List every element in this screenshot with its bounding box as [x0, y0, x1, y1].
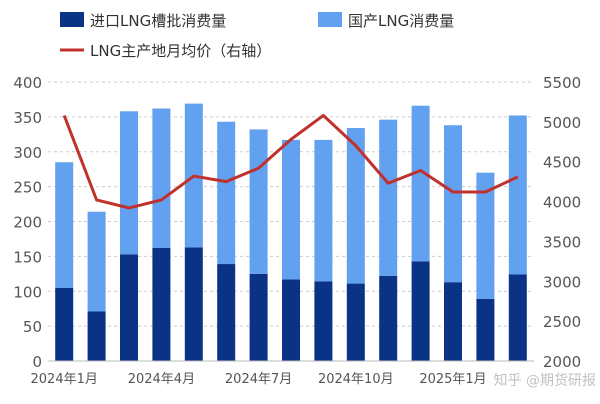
y-right-tick-label: 2000 — [543, 353, 581, 371]
y-left-tick-label: 300 — [13, 144, 42, 162]
bar-domestic — [87, 211, 106, 312]
y-right-tick-label: 5000 — [543, 114, 581, 132]
bar-domestic — [379, 119, 398, 276]
bar-import — [346, 283, 365, 361]
y-left-tick-label: 150 — [13, 248, 42, 266]
bar-import — [379, 275, 398, 361]
bar-import — [444, 282, 462, 361]
price-line-path — [62, 113, 519, 210]
bar-domestic — [444, 125, 462, 283]
legend: 进口LNG槽批消费量 国产LNG消费量 LNG主产地月均价（右轴） — [60, 12, 454, 60]
bar-domestic — [411, 105, 430, 262]
bar-import — [314, 281, 333, 361]
bar-domestic — [120, 111, 138, 255]
price-line — [62, 113, 519, 210]
legend-label: 国产LNG消费量 — [348, 12, 454, 30]
y-left-tick-label: 350 — [13, 109, 42, 127]
bar-domestic — [508, 115, 527, 275]
y-right-tick-label: 3500 — [543, 233, 581, 251]
y-right-tick-label: 5500 — [543, 74, 581, 92]
y-left-tick-label: 100 — [13, 283, 42, 301]
watermark: 知乎 @期货研报 — [494, 372, 596, 389]
bar-import — [87, 311, 106, 361]
x-tick-label: 2025年1月 — [419, 372, 486, 387]
bar-import — [508, 274, 527, 361]
x-tick-label: 2024年7月 — [225, 372, 292, 387]
bar-domestic — [476, 172, 495, 299]
bar-import — [476, 298, 495, 361]
legend-label: LNG主产地月均价（右轴） — [90, 42, 271, 60]
y-left-tick-label: 400 — [13, 74, 42, 92]
x-tick-label: 2024年4月 — [128, 372, 195, 387]
bar-import — [120, 254, 138, 361]
axes: 0 50 100 150 200 250 300 350 400 2000 2500 3000 3500… — [13, 74, 581, 387]
bar-domestic — [314, 139, 333, 282]
bar-import — [282, 279, 300, 361]
bar-domestic — [249, 129, 268, 274]
bar-domestic — [217, 121, 236, 265]
y-right-tick-label: 3000 — [543, 273, 581, 291]
bar-domestic — [152, 108, 171, 249]
y-left-tick-label: 50 — [23, 318, 42, 336]
bar-import — [249, 273, 268, 361]
y-left-tick-label: 200 — [13, 214, 42, 232]
bar-domestic — [282, 139, 300, 280]
x-tick-label: 2024年1月 — [31, 372, 98, 387]
legend-label: 进口LNG槽批消费量 — [90, 12, 226, 30]
bar-import — [184, 247, 203, 361]
y-left-tick-label: 0 — [32, 353, 42, 371]
bar-import — [152, 248, 171, 361]
bars — [55, 103, 527, 361]
legend-swatch — [60, 12, 84, 27]
bar-domestic — [346, 128, 365, 284]
bar-import — [217, 264, 236, 361]
y-right-tick-label: 4500 — [543, 154, 581, 172]
bar-domestic — [55, 162, 74, 288]
y-right-tick-label: 4000 — [543, 194, 581, 212]
bar-import — [55, 287, 74, 361]
legend-swatch — [318, 12, 342, 27]
y-right-tick-label: 2500 — [543, 313, 581, 331]
x-tick-label: 2024年10月 — [318, 372, 394, 387]
bar-import — [411, 261, 430, 361]
y-left-tick-label: 250 — [13, 179, 42, 197]
